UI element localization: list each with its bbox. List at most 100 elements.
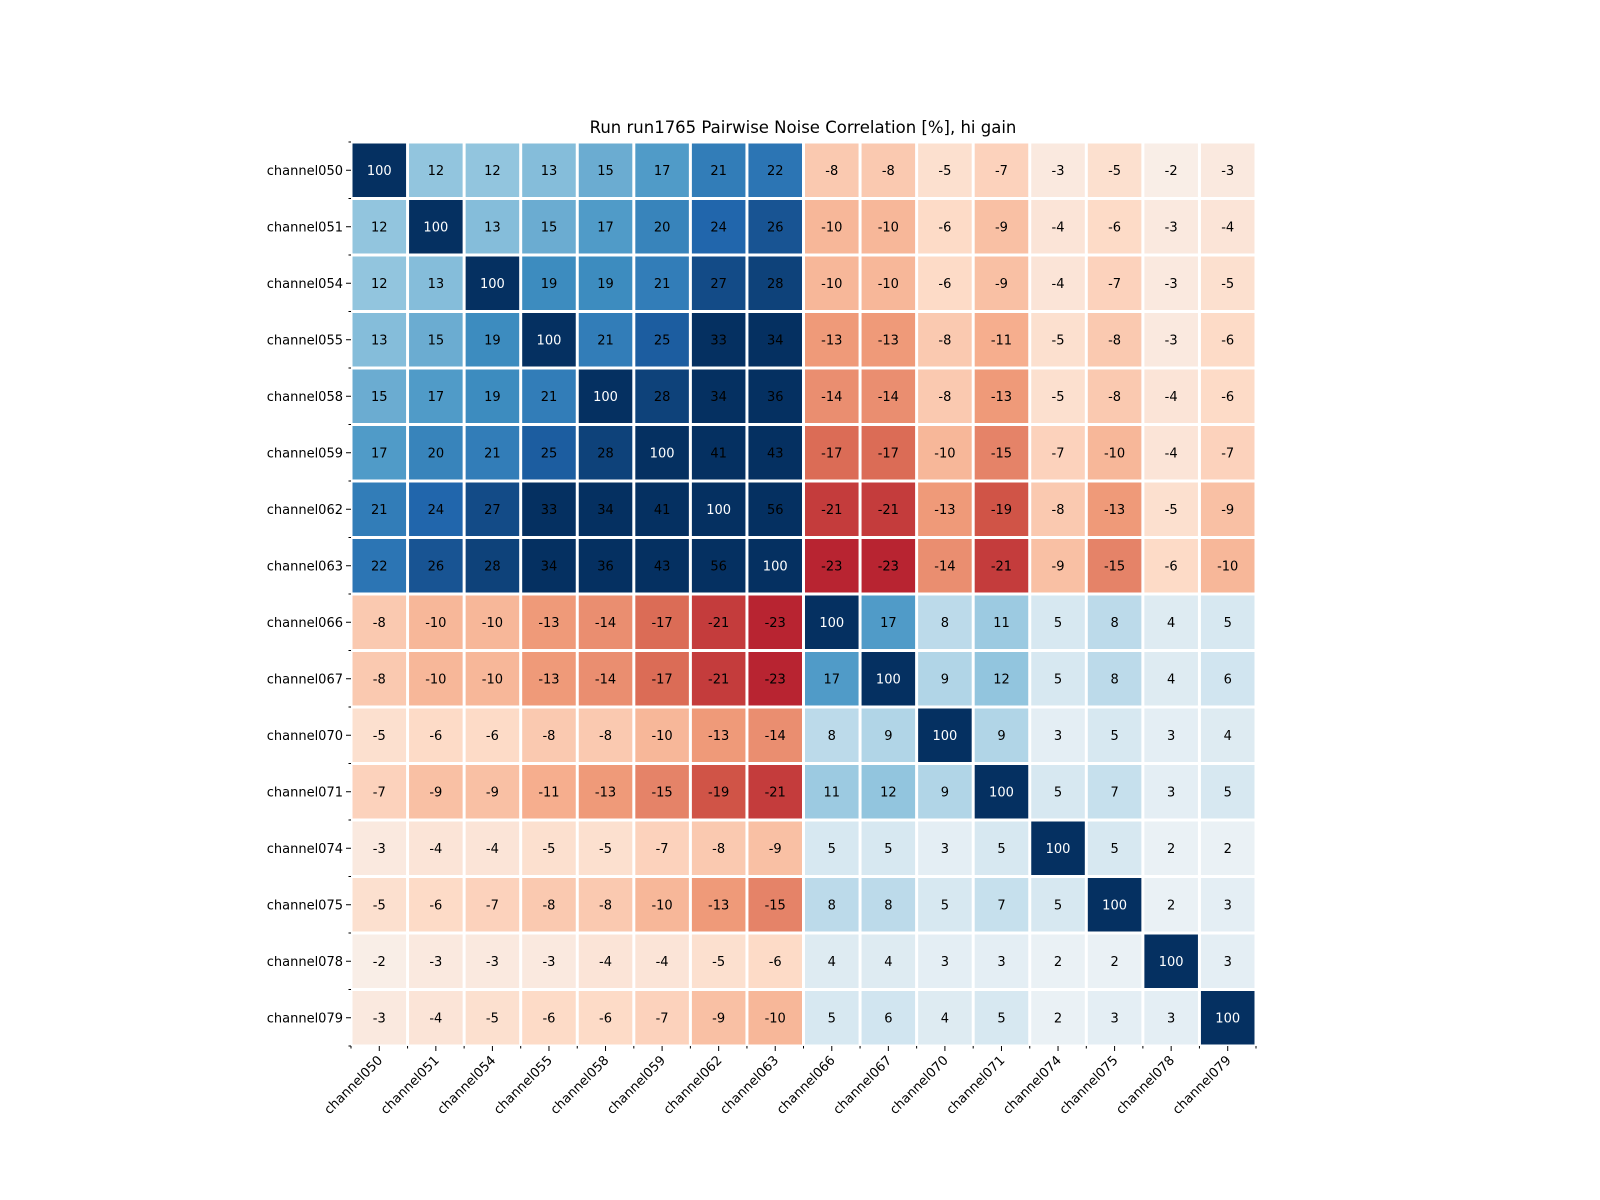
cell-value-label: -13 xyxy=(595,785,616,800)
cell-value-label: 21 xyxy=(541,390,558,405)
x-tick-label: channel058 xyxy=(548,1053,613,1118)
cell-value-label: -21 xyxy=(991,559,1012,574)
cell-value-label: -3 xyxy=(429,955,442,970)
cell-value-label: -17 xyxy=(878,446,899,461)
cell-value-label: -10 xyxy=(934,446,955,461)
heatmap-cell xyxy=(522,369,576,423)
heatmap-cell xyxy=(691,143,746,197)
heatmap-cell xyxy=(974,708,1029,762)
heatmap-cell xyxy=(635,765,689,819)
cell-value-label: 17 xyxy=(880,616,897,631)
cell-value-label: -4 xyxy=(429,842,442,857)
heatmap-cell xyxy=(635,539,689,593)
cell-value-label: 43 xyxy=(654,559,671,574)
cell-value-label: 100 xyxy=(1102,898,1127,913)
heatmap-cell xyxy=(1087,200,1142,254)
cell-value-label: -10 xyxy=(482,616,503,631)
cell-value-label: -14 xyxy=(595,672,616,687)
heatmap-cell xyxy=(748,313,802,367)
cell-value-label: -13 xyxy=(934,503,955,518)
heatmap-cell xyxy=(974,934,1029,988)
heatmap-cell xyxy=(918,991,972,1045)
heatmap-cell xyxy=(1200,539,1255,593)
cell-value-label: -23 xyxy=(878,559,899,574)
cell-value-label: 5 xyxy=(1224,616,1232,631)
cell-value-label: -13 xyxy=(1104,503,1125,518)
cell-value-label: 5 xyxy=(997,1011,1005,1026)
heatmap-cell xyxy=(748,426,802,480)
heatmap-cell xyxy=(578,765,633,819)
cell-value-label: 100 xyxy=(819,616,844,631)
cell-value-label: -13 xyxy=(538,616,559,631)
cell-value-label: -5 xyxy=(1052,390,1065,405)
heatmap-cell xyxy=(918,595,972,649)
heatmap-cell xyxy=(578,708,633,762)
heatmap-cell xyxy=(1200,991,1255,1045)
cell-value-label: 43 xyxy=(767,446,784,461)
heatmap-cell xyxy=(352,313,407,367)
cell-value-label: -21 xyxy=(821,503,842,518)
cell-value-label: -4 xyxy=(1165,446,1178,461)
x-tick-label: channel071 xyxy=(944,1053,1009,1118)
heatmap-cell xyxy=(635,934,689,988)
cell-value-label: 12 xyxy=(428,164,445,179)
heatmap-cell xyxy=(918,482,972,536)
cell-value-label: -8 xyxy=(599,898,612,913)
cell-value-label: 19 xyxy=(541,277,558,292)
x-tick-label: channel059 xyxy=(604,1053,669,1118)
heatmap-cell xyxy=(635,426,689,480)
cell-value-label: 19 xyxy=(484,333,501,348)
cell-value-label: 3 xyxy=(941,842,949,857)
cell-value-label: -21 xyxy=(708,616,729,631)
heatmap-cell xyxy=(352,765,407,819)
heatmap-cell xyxy=(1200,595,1255,649)
cell-value-label: 9 xyxy=(884,729,892,744)
heatmap-cell xyxy=(635,821,689,875)
cell-value-label: 2 xyxy=(1167,898,1175,913)
cell-value-label: 12 xyxy=(880,785,897,800)
y-tick-label: channel075 xyxy=(267,898,343,913)
cell-value-label: -7 xyxy=(656,1011,669,1026)
heatmap-cell xyxy=(748,991,802,1045)
y-tick-label: channel070 xyxy=(267,729,343,744)
cell-value-label: -23 xyxy=(765,672,786,687)
heatmap-cell xyxy=(578,878,633,932)
cell-value-label: -13 xyxy=(878,333,899,348)
heatmap-cell xyxy=(861,878,916,932)
heatmap-cell xyxy=(1087,256,1142,310)
heatmap-cell xyxy=(409,313,463,367)
heatmap-cell xyxy=(578,991,633,1045)
heatmap-cell xyxy=(578,143,633,197)
cell-value-label: -9 xyxy=(712,1011,725,1026)
cell-value-label: 6 xyxy=(884,1011,892,1026)
cell-value-label: 12 xyxy=(371,220,388,235)
cell-value-label: 2 xyxy=(1054,955,1062,970)
cell-value-label: -3 xyxy=(373,842,386,857)
heatmap-cell xyxy=(748,143,802,197)
cell-value-label: -14 xyxy=(934,559,955,574)
heatmap-cell xyxy=(691,765,746,819)
cell-value-label: -6 xyxy=(1165,559,1178,574)
heatmap-cell xyxy=(1087,878,1142,932)
cell-value-label: 4 xyxy=(828,955,836,970)
heatmap-cell xyxy=(578,934,633,988)
heatmap-cell xyxy=(805,934,859,988)
cell-value-label: -14 xyxy=(878,390,899,405)
heatmap-cell xyxy=(1031,652,1085,706)
heatmap-cell xyxy=(1031,369,1085,423)
y-tick-label: channel055 xyxy=(267,333,343,348)
heatmap-cell xyxy=(1087,143,1142,197)
heatmap-cell xyxy=(691,313,746,367)
cell-value-label: 26 xyxy=(428,559,445,574)
heatmap-cell xyxy=(1144,539,1198,593)
cell-value-label: -15 xyxy=(991,446,1012,461)
cell-value-label: 5 xyxy=(1110,842,1118,857)
cell-value-label: 17 xyxy=(371,446,388,461)
heatmap-cell xyxy=(635,991,689,1045)
heatmap-cell xyxy=(522,595,576,649)
cell-value-label: -10 xyxy=(821,277,842,292)
y-tick-label: channel079 xyxy=(267,1011,343,1026)
y-tick-label: channel066 xyxy=(267,616,343,631)
cell-value-label: 3 xyxy=(941,955,949,970)
cell-value-label: -3 xyxy=(1165,333,1178,348)
